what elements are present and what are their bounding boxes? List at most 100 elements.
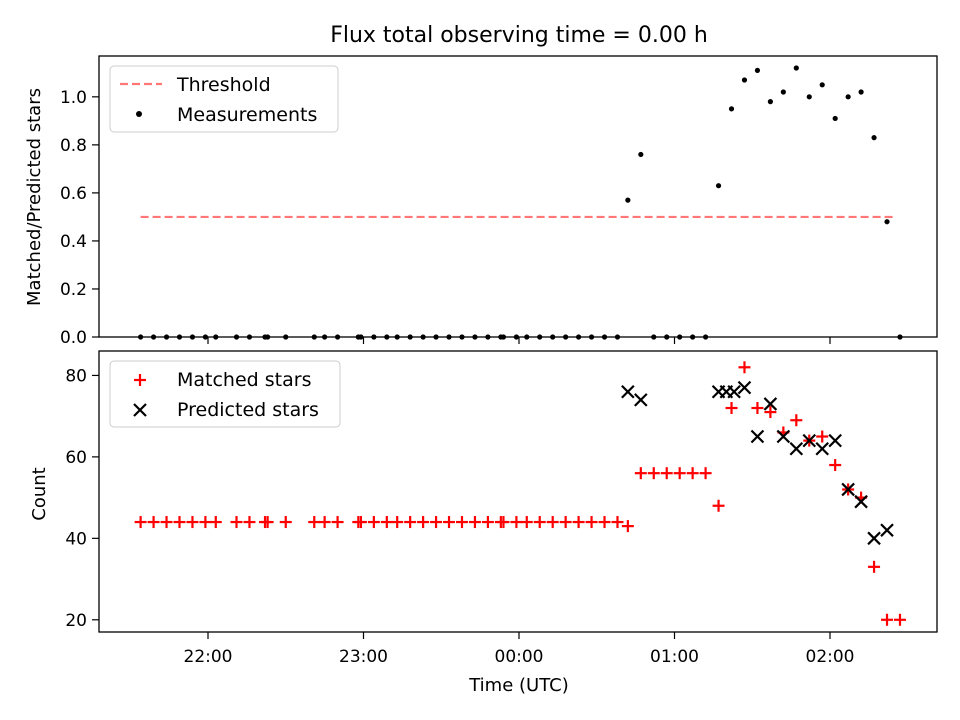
count-series-layer — [134, 361, 906, 626]
matched-star-point — [186, 516, 199, 529]
matched-star-point — [598, 516, 611, 529]
matched-star-point — [751, 402, 764, 415]
matched-star-point — [443, 516, 456, 529]
measurement-point — [884, 219, 890, 225]
predicted-star-point — [737, 380, 752, 395]
count-legend: Matched stars Predicted stars — [109, 360, 341, 428]
predicted-star-point — [750, 429, 765, 444]
measurement-point — [780, 89, 786, 95]
predicted-star-point — [867, 531, 881, 546]
predicted-star-point — [880, 523, 894, 537]
matched-star-point — [510, 516, 523, 529]
matched-star-point — [481, 516, 494, 529]
predicted-star-point — [854, 494, 868, 509]
measurement-point — [741, 77, 748, 83]
measurement-point — [625, 197, 631, 203]
matched-star-point — [318, 516, 331, 529]
measurement-point — [845, 94, 851, 100]
matched-star-point — [230, 516, 243, 529]
predicted-star-point — [802, 433, 817, 448]
matched-star-point — [417, 516, 430, 529]
matched-star-point — [468, 516, 481, 529]
ratio-y-tick-label: 0.6 — [60, 184, 87, 204]
matched-star-point — [790, 414, 803, 427]
matched-star-point — [764, 406, 777, 419]
predicted-star-point — [634, 393, 648, 407]
count-x-tick-label: 02:00 — [806, 647, 855, 667]
measurement-point — [858, 89, 864, 95]
matched-legend-marker — [134, 374, 146, 386]
matched-star-point — [546, 516, 559, 529]
matched-star-point — [261, 516, 274, 529]
count-axes-frame — [98, 350, 938, 633]
measurement-point — [715, 183, 722, 189]
predicted-star-point — [621, 384, 635, 399]
measurement-point — [638, 151, 644, 158]
ratio-panel: 0.0 0.2 0.4 0.6 0.8 1.0 Threshold Measurement… — [60, 55, 938, 348]
matched-star-point — [893, 613, 906, 626]
matched-star-point — [147, 516, 160, 529]
count-x-tick-label: 01:00 — [650, 647, 699, 667]
matched-star-point — [829, 459, 842, 472]
matched-star-point — [611, 516, 624, 529]
matched-star-point — [660, 467, 673, 480]
ratio-legend-box — [109, 65, 339, 133]
count-x-tick-label: 22:00 — [184, 647, 233, 667]
matched-star-point — [520, 516, 533, 529]
matched-star-point — [243, 516, 256, 529]
predicted-star-point — [776, 429, 791, 444]
measurements-legend-marker — [136, 111, 142, 117]
count-y-tick-label: 80 — [65, 366, 87, 386]
measurement-point — [767, 99, 773, 105]
measurement-point — [819, 82, 825, 88]
matched-star-point — [712, 499, 725, 512]
predicted-star-point — [828, 433, 842, 448]
predicted-legend-marker — [133, 403, 147, 417]
chart-title: Flux total observing time = 0.00 h — [330, 23, 708, 48]
matched-star-point — [331, 516, 344, 529]
matched-star-point — [404, 516, 417, 529]
matched-star-point — [391, 516, 404, 529]
matched-star-point — [816, 430, 829, 443]
predicted-star-point — [763, 397, 778, 411]
measurements-legend-label: Measurements — [177, 104, 317, 126]
measurement-point — [832, 115, 838, 122]
count-panel: 20 40 60 80 22:00 23:00 00:00 01:00 02:00 Match… — [65, 350, 938, 667]
ratio-legend: Threshold Measurements — [109, 65, 339, 133]
count-y-axis-label: Count — [29, 467, 50, 520]
matched-star-point — [738, 361, 751, 374]
ratio-y-tick-label: 0.4 — [60, 232, 87, 252]
measurement-point — [793, 65, 799, 71]
matched-star-point — [209, 516, 222, 529]
measurement-point — [871, 135, 877, 141]
matched-star-point — [380, 516, 393, 529]
matched-star-point — [430, 516, 443, 529]
matched-star-point — [497, 516, 510, 529]
predicted-star-point — [727, 384, 741, 399]
matched-star-point — [572, 516, 585, 529]
count-y-ticks: 20 40 60 80 — [65, 366, 99, 631]
matched-star-point — [199, 516, 212, 529]
ratio-y-ticks: 0.0 0.2 0.4 0.6 0.8 1.0 — [60, 88, 99, 348]
count-x-tick-label: 00:00 — [495, 647, 544, 667]
measurement-point — [754, 67, 761, 74]
predicted-star-point — [789, 441, 804, 456]
matched-star-point — [686, 467, 699, 480]
count-x-ticks: 22:00 23:00 00:00 01:00 02:00 — [184, 632, 855, 667]
matched-star-point — [699, 467, 712, 480]
predicted-star-point — [815, 441, 830, 456]
matched-star-point — [673, 467, 686, 480]
matched-star-point — [160, 516, 173, 529]
matched-star-point — [455, 516, 468, 529]
count-legend-box — [109, 360, 341, 428]
ratio-y-tick-label: 0.2 — [60, 280, 87, 300]
count-y-tick-label: 40 — [65, 529, 87, 549]
matched-star-point — [279, 516, 292, 529]
ratio-y-axis-label: Matched/Predicted stars — [24, 88, 45, 306]
matched-star-point — [367, 516, 380, 529]
matched-star-point — [559, 516, 572, 529]
measurement-point — [728, 106, 735, 112]
matched-star-point — [308, 516, 321, 529]
threshold-legend-label: Threshold — [176, 74, 271, 96]
